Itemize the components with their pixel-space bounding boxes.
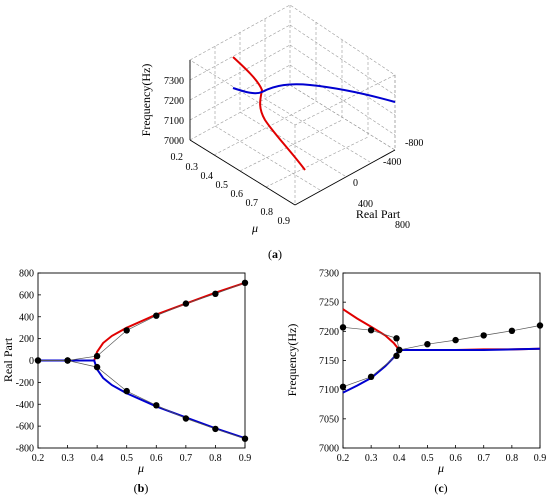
panel-2-data-point bbox=[339, 383, 347, 390]
panel-2-x-tick-label: 0.8 bbox=[506, 453, 519, 464]
panel-1-x-tick-label: 0.9 bbox=[239, 453, 252, 464]
panel-2-data-point bbox=[367, 373, 375, 380]
panel-a-real-ticks: 800 400 0 -400 -800 bbox=[353, 138, 423, 231]
y-axis-label: Real Part bbox=[1, 337, 15, 382]
panel-1-data-point bbox=[241, 279, 249, 286]
panel-2-x-tick-label: 0.3 bbox=[365, 453, 378, 464]
tick-label: 0 bbox=[353, 178, 358, 189]
x-axis-label: μ bbox=[251, 221, 258, 235]
tick-label: 0.3 bbox=[186, 162, 199, 173]
panel-1-data-point bbox=[182, 300, 190, 307]
tick-label: 7200 bbox=[164, 96, 184, 107]
panel-1-data-point bbox=[153, 402, 160, 409]
caption-c: (c) bbox=[434, 481, 447, 495]
panel-2-data-point bbox=[367, 327, 375, 334]
tick-label: 400 bbox=[358, 199, 373, 210]
series-a-blue bbox=[232, 83, 396, 103]
panel-1-y-tick-label: 800 bbox=[19, 269, 34, 280]
tick-label: 0.4 bbox=[201, 171, 214, 182]
tick-label: 0.7 bbox=[246, 198, 259, 209]
panel-1-data-point bbox=[241, 435, 249, 442]
panel-2-y-tick-label: 7000 bbox=[319, 444, 339, 455]
panel-1-x-tick-label: 0.5 bbox=[120, 453, 133, 464]
panel-1-x-tick-label: 0.6 bbox=[150, 453, 163, 464]
tick-label: 7100 bbox=[164, 116, 184, 127]
panel-2-x-tick-label: 0.4 bbox=[393, 453, 406, 464]
panel-1-x-tick-label: 0.2 bbox=[32, 453, 45, 464]
series-a-red bbox=[232, 56, 306, 171]
panel-1-data-point bbox=[212, 290, 219, 297]
tick-label: 0.9 bbox=[278, 216, 291, 227]
panel-a-3d-plot: 7300 7200 7100 7000 Frequency(Hz) 0.2 0.… bbox=[139, 4, 423, 261]
panel-2-y-tick-label: 7300 bbox=[319, 269, 339, 280]
panel-2-x-tick-label: 0.2 bbox=[337, 453, 350, 464]
panel-2-series-line-1 bbox=[342, 347, 541, 394]
panel-2-x-tick-label: 0.7 bbox=[477, 453, 490, 464]
panel-1-series-line-1 bbox=[38, 359, 246, 440]
panel-1-y-tick-label: 200 bbox=[19, 334, 34, 345]
tick-label: -800 bbox=[405, 138, 423, 149]
panel-1-x-tick-label: 0.7 bbox=[180, 453, 193, 464]
tick-label: 0.2 bbox=[171, 152, 184, 163]
panel-1-data-point bbox=[212, 425, 219, 433]
tick-label: 7300 bbox=[164, 76, 184, 87]
panel-2-data-point bbox=[508, 327, 516, 334]
panel-1-x-tick-label: 0.3 bbox=[61, 453, 74, 464]
panel-1-data-point bbox=[34, 357, 42, 364]
panel-1-y-tick-label: -200 bbox=[16, 378, 34, 389]
panel-2-y-tick-label: 7150 bbox=[319, 356, 339, 367]
panel-1-series-line-2 bbox=[38, 282, 246, 361]
tick-label: -400 bbox=[383, 157, 401, 168]
panel-2-data-point bbox=[424, 341, 431, 348]
tick-label: 0.5 bbox=[216, 180, 229, 191]
tick-label: 0.6 bbox=[231, 189, 244, 200]
panel-a-mu-ticks: 0.2 0.3 0.4 0.5 0.6 0.7 0.8 0.9 bbox=[171, 152, 291, 227]
panel-1-data-point bbox=[64, 357, 71, 364]
y-axis-label: Frequency(Hz) bbox=[285, 324, 299, 397]
panel-2-y-tick-label: 7250 bbox=[319, 298, 339, 309]
tick-label: 800 bbox=[395, 220, 410, 231]
panel-c-plot: 0.2 0.3 0.4 0.5 0.6 0.7 0.8 0.9 7000 7050 7100 7150… bbox=[285, 269, 546, 496]
tick-label: 7000 bbox=[164, 136, 184, 147]
y-axis-label: Real Part bbox=[356, 207, 401, 221]
panel-1-x-tick-label: 0.4 bbox=[91, 453, 104, 464]
panel-1-data-point bbox=[123, 387, 130, 395]
tick-label: 0.8 bbox=[261, 207, 274, 218]
panel-2-y-tick-label: 7200 bbox=[319, 327, 339, 338]
panel-2-data-point bbox=[536, 322, 544, 329]
panel-1-data-point bbox=[93, 363, 101, 371]
panel-1-series-line-3 bbox=[38, 360, 246, 440]
panel-2-x-tick-label: 0.5 bbox=[421, 453, 434, 464]
x-axis-label: μ bbox=[137, 461, 144, 475]
panel-1-data-point bbox=[123, 327, 130, 334]
panel-2-data-point bbox=[452, 336, 459, 344]
panel-1-data-point bbox=[182, 415, 190, 422]
panel-2-y-tick-label: 7050 bbox=[319, 414, 339, 425]
panel-1-y-tick-label: -800 bbox=[16, 444, 34, 455]
panel-1-x-tick-label: 0.8 bbox=[209, 453, 222, 464]
panel-2-y-tick-label: 7100 bbox=[319, 385, 339, 396]
panel-1-y-tick-label: 0 bbox=[29, 356, 34, 367]
panel-2-series-line-3 bbox=[342, 349, 400, 388]
panel-2-x-tick-label: 0.6 bbox=[449, 453, 462, 464]
caption-a: (a) bbox=[268, 247, 282, 261]
caption-b: (b) bbox=[134, 481, 149, 495]
panel-2-data-point bbox=[393, 335, 400, 342]
panel-2-data-point bbox=[396, 346, 403, 354]
panel-2-data-point bbox=[480, 332, 487, 339]
panel-1-y-tick-label: -600 bbox=[16, 422, 34, 433]
panel-1-y-tick-label: 600 bbox=[19, 290, 34, 301]
z-axis-label: Frequency(Hz) bbox=[139, 64, 153, 137]
panel-2-x-tick-label: 0.9 bbox=[534, 453, 547, 464]
panel-1-data-point bbox=[153, 312, 160, 319]
panel-1-y-tick-label: -400 bbox=[16, 400, 34, 411]
panel-2-data-point bbox=[393, 352, 400, 359]
panel-a-z-ticks: 7300 7200 7100 7000 bbox=[164, 76, 184, 147]
panel-2-data-point bbox=[339, 324, 347, 331]
panel-1-data-point bbox=[93, 352, 101, 360]
panel-1-y-tick-label: 400 bbox=[19, 312, 34, 323]
panel-b-plot: 0.2 0.3 0.4 0.5 0.6 0.7 0.8 0.9 -800 -600 -400 -200… bbox=[1, 269, 251, 496]
x-axis-label: μ bbox=[437, 461, 444, 475]
